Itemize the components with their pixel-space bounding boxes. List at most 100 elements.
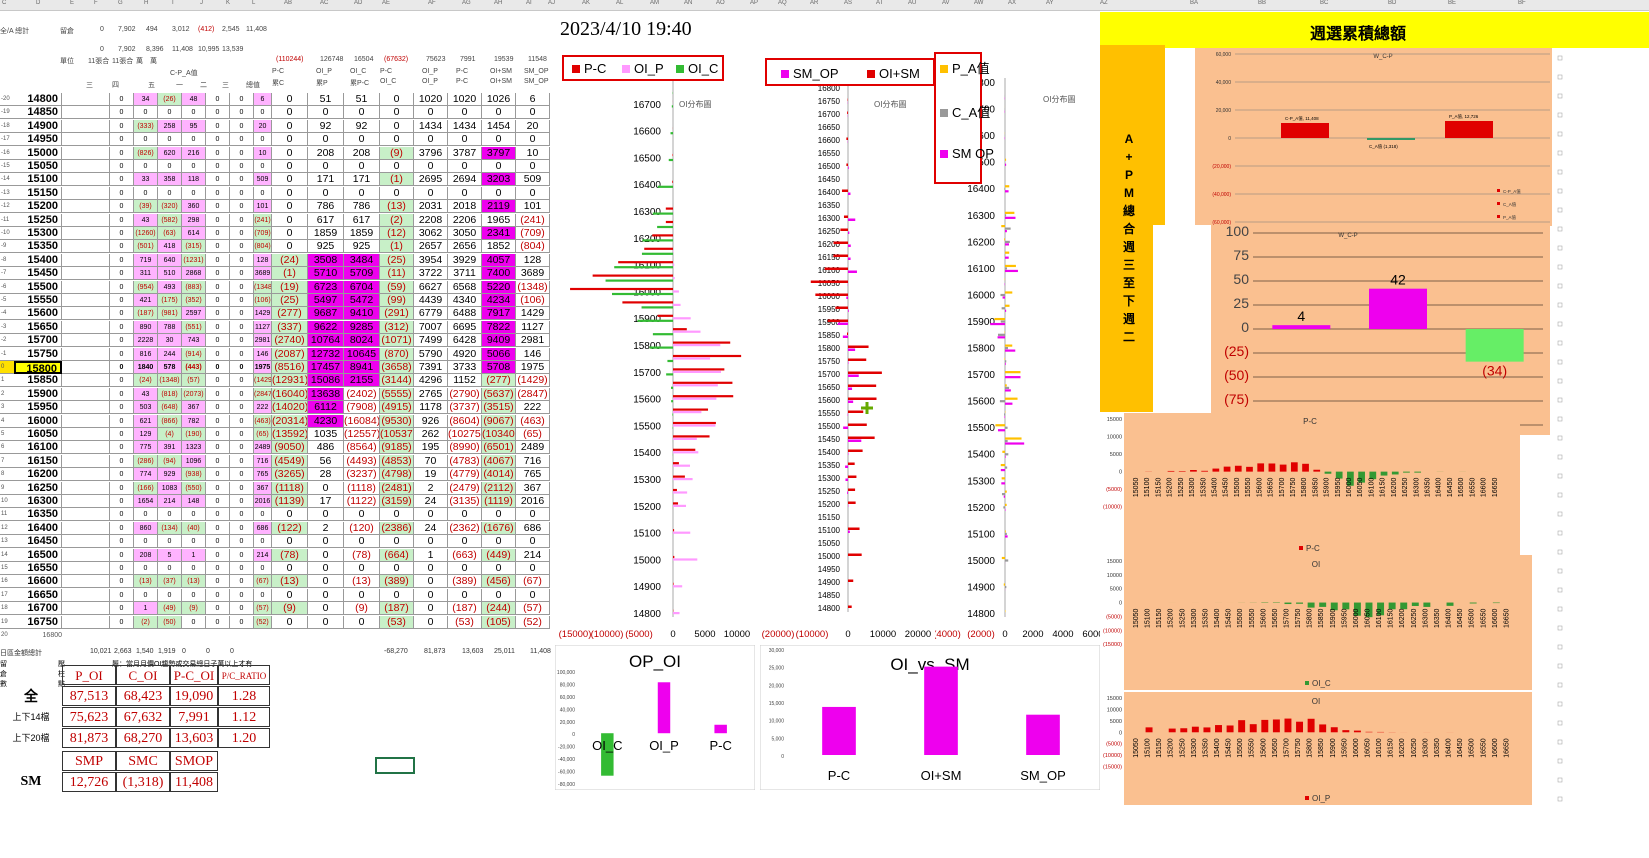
oi-value-cell[interactable]: 0	[272, 186, 308, 200]
day-value-cell[interactable]: 0	[206, 521, 230, 535]
day-value-cell[interactable]: 0	[110, 468, 134, 482]
summary-value[interactable]: 19,090	[170, 686, 218, 706]
day-value-cell[interactable]: 0	[230, 119, 254, 133]
oi-value-cell[interactable]: (4783)	[448, 454, 482, 468]
oi-value-cell[interactable]: 0	[448, 562, 482, 575]
day-value-cell[interactable]: 0	[134, 508, 158, 522]
day-value-cell[interactable]: (954)	[134, 280, 158, 294]
col-header-letter[interactable]: BE	[1448, 0, 1457, 6]
day-value-cell[interactable]: 0	[110, 307, 134, 321]
oi-value-cell[interactable]: 0	[414, 508, 448, 522]
oi-value-cell[interactable]: 0	[380, 119, 414, 133]
oi-value-cell[interactable]: (7908)	[344, 401, 380, 415]
oi-value-cell[interactable]: 208	[308, 146, 344, 160]
day-value-cell[interactable]: 0	[206, 240, 230, 254]
day-value-cell[interactable]: 0	[230, 307, 254, 321]
oi-value-cell[interactable]: 0	[448, 588, 482, 602]
day-value-cell[interactable]: (49)	[158, 602, 182, 616]
day-value-cell[interactable]: 0	[182, 562, 206, 575]
day-value-cell[interactable]: 0	[230, 160, 254, 173]
oi-value-cell[interactable]: 0	[272, 535, 308, 549]
oi-value-cell[interactable]: 0	[308, 106, 344, 120]
oi-value-cell[interactable]: 7917	[482, 307, 516, 321]
oi-value-cell[interactable]: 786	[308, 200, 344, 214]
oi-value-cell[interactable]: 3689	[516, 267, 550, 281]
day-value-cell[interactable]: 0	[206, 267, 230, 281]
oi-value-cell[interactable]: (8990)	[448, 441, 482, 455]
oi-value-cell[interactable]: 208	[344, 146, 380, 160]
oi-value-cell[interactable]: 0	[308, 508, 344, 522]
oi-value-cell[interactable]: (9530)	[380, 414, 414, 428]
oi-value-cell[interactable]: 1020	[448, 93, 482, 106]
oi-value-cell[interactable]: (456)	[482, 575, 516, 589]
oi-value-cell[interactable]: (10340)	[482, 428, 516, 441]
oi-value-cell[interactable]: 6627	[414, 280, 448, 294]
day-value-cell[interactable]: 43	[134, 213, 158, 227]
day-value-cell[interactable]: 34	[134, 93, 158, 106]
oi-value-cell[interactable]: (277)	[272, 307, 308, 321]
oi-value-cell[interactable]: (3515)	[482, 401, 516, 415]
oi-value-cell[interactable]: 5472	[344, 294, 380, 307]
day-value-cell[interactable]: 129	[134, 428, 158, 441]
day-value-cell[interactable]: 0	[254, 133, 272, 147]
col-header-letter[interactable]: BA	[1190, 0, 1199, 6]
oi-value-cell[interactable]: 1454	[482, 119, 516, 133]
blank-cell[interactable]	[62, 253, 110, 267]
col-header-letter[interactable]: AI	[526, 0, 532, 6]
summary-value[interactable]: 13,603	[170, 728, 218, 748]
day-value-cell[interactable]: 0	[230, 548, 254, 562]
oi-value-cell[interactable]: 28	[308, 468, 344, 482]
oi-value-cell[interactable]: (2)	[380, 213, 414, 227]
day-value-cell[interactable]: 118	[182, 173, 206, 187]
day-value-cell[interactable]: 0	[182, 615, 206, 629]
blank-cell[interactable]	[62, 334, 110, 348]
oi-value-cell[interactable]: 1178	[414, 401, 448, 415]
day-value-cell[interactable]: 2981	[254, 334, 272, 348]
oi-value-cell[interactable]: 0	[516, 186, 550, 200]
col-header-letter[interactable]: AV	[942, 0, 950, 6]
oi-value-cell[interactable]: 1434	[448, 119, 482, 133]
oi-value-cell[interactable]: (2740)	[272, 334, 308, 348]
oi-value-cell[interactable]: 4230	[308, 414, 344, 428]
oi-value-cell[interactable]: 2656	[448, 240, 482, 254]
oi-value-cell[interactable]: (241)	[516, 213, 550, 227]
day-value-cell[interactable]: (2847)	[254, 387, 272, 401]
day-value-cell[interactable]: 0	[230, 240, 254, 254]
blank-cell[interactable]	[62, 160, 110, 173]
strike-price-cell[interactable]: 16650	[14, 588, 62, 602]
day-value-cell[interactable]: 0	[158, 508, 182, 522]
oi-value-cell[interactable]: (8604)	[448, 414, 482, 428]
oi-value-cell[interactable]: (12557)	[344, 428, 380, 441]
chart-oi-distribution-1[interactable]: 1680016700166001650016400163001620016100…	[555, 50, 755, 645]
oi-value-cell[interactable]: 0	[272, 227, 308, 240]
oi-value-cell[interactable]: 0	[414, 575, 448, 589]
day-value-cell[interactable]: 0	[134, 133, 158, 147]
day-value-cell[interactable]: 0	[230, 401, 254, 415]
day-value-cell[interactable]: 0	[110, 481, 134, 495]
day-value-cell[interactable]: 640	[158, 253, 182, 267]
day-value-cell[interactable]: 0	[230, 535, 254, 549]
oi-value-cell[interactable]: 0	[272, 588, 308, 602]
oi-value-cell[interactable]: (9)	[380, 146, 414, 160]
day-value-cell[interactable]: 0	[206, 361, 230, 374]
day-value-cell[interactable]: 311	[134, 267, 158, 281]
oi-value-cell[interactable]: 0	[308, 602, 344, 616]
day-value-cell[interactable]: 0	[206, 106, 230, 120]
oi-value-cell[interactable]: 0	[308, 535, 344, 549]
oi-value-cell[interactable]: 0	[448, 535, 482, 549]
col-header-letter[interactable]: AJ	[548, 0, 556, 6]
oi-value-cell[interactable]: (870)	[380, 347, 414, 361]
day-value-cell[interactable]: (286)	[134, 454, 158, 468]
day-value-cell[interactable]: 1975	[254, 361, 272, 374]
day-value-cell[interactable]: 216	[182, 146, 206, 160]
day-value-cell[interactable]: 214	[158, 495, 182, 508]
oi-value-cell[interactable]: 214	[516, 548, 550, 562]
sm-value[interactable]: 11,408	[170, 772, 218, 792]
day-value-cell[interactable]: 0	[110, 454, 134, 468]
blank-cell[interactable]	[62, 200, 110, 214]
blank-cell[interactable]	[62, 508, 110, 522]
day-value-cell[interactable]: 621	[134, 414, 158, 428]
day-value-cell[interactable]: 0	[254, 535, 272, 549]
oi-value-cell[interactable]: 4057	[482, 253, 516, 267]
day-value-cell[interactable]: 1127	[254, 320, 272, 334]
